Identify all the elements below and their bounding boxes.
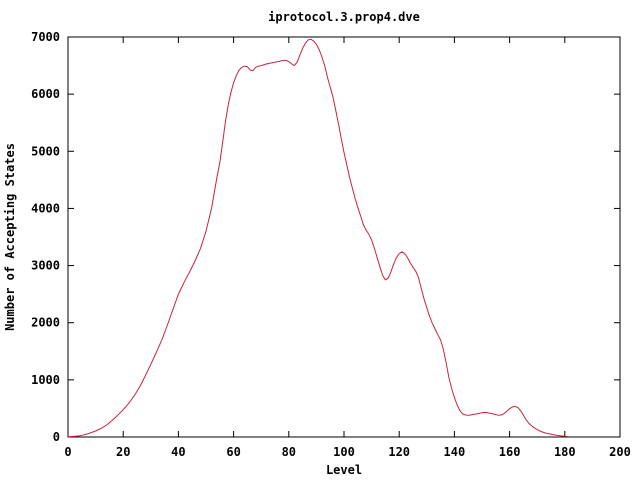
y-tick-label: 6000 xyxy=(31,87,60,101)
plot-frame xyxy=(67,36,621,438)
x-axis-label: Level xyxy=(326,463,362,477)
y-tick-labels: 0 1000 2000 3000 4000 5000 6000 7000 xyxy=(31,30,60,444)
x-tick-label: 160 xyxy=(499,445,521,459)
x-tick-label: 60 xyxy=(226,445,240,459)
x-tick-label: 100 xyxy=(333,445,355,459)
plot-border xyxy=(67,36,621,438)
data-series-line xyxy=(67,38,568,438)
y-tick-label: 4000 xyxy=(31,201,60,215)
y-tick-label: 7000 xyxy=(31,30,60,44)
x-tick-labels: 0 20 40 60 80 100 120 140 160 180 200 xyxy=(64,445,630,459)
y-axis-label: Number of Accepting States xyxy=(3,143,17,331)
x-tick-label: 0 xyxy=(64,445,71,459)
y-tick-label: 5000 xyxy=(31,144,60,158)
x-tick-label: 200 xyxy=(609,445,631,459)
x-tick-label: 40 xyxy=(171,445,185,459)
y-tick-label: 0 xyxy=(53,430,60,444)
y-tick-label: 1000 xyxy=(31,373,60,387)
x-tick-label: 20 xyxy=(116,445,130,459)
chart-title: iprotocol.3.prop4.dve xyxy=(268,10,420,24)
axis-ticks xyxy=(67,36,621,438)
y-tick-label: 3000 xyxy=(31,259,60,273)
x-tick-label: 140 xyxy=(444,445,466,459)
y-tick-label: 2000 xyxy=(31,316,60,330)
x-tick-label: 80 xyxy=(282,445,296,459)
x-tick-label: 180 xyxy=(554,445,576,459)
x-tick-label: 120 xyxy=(388,445,410,459)
